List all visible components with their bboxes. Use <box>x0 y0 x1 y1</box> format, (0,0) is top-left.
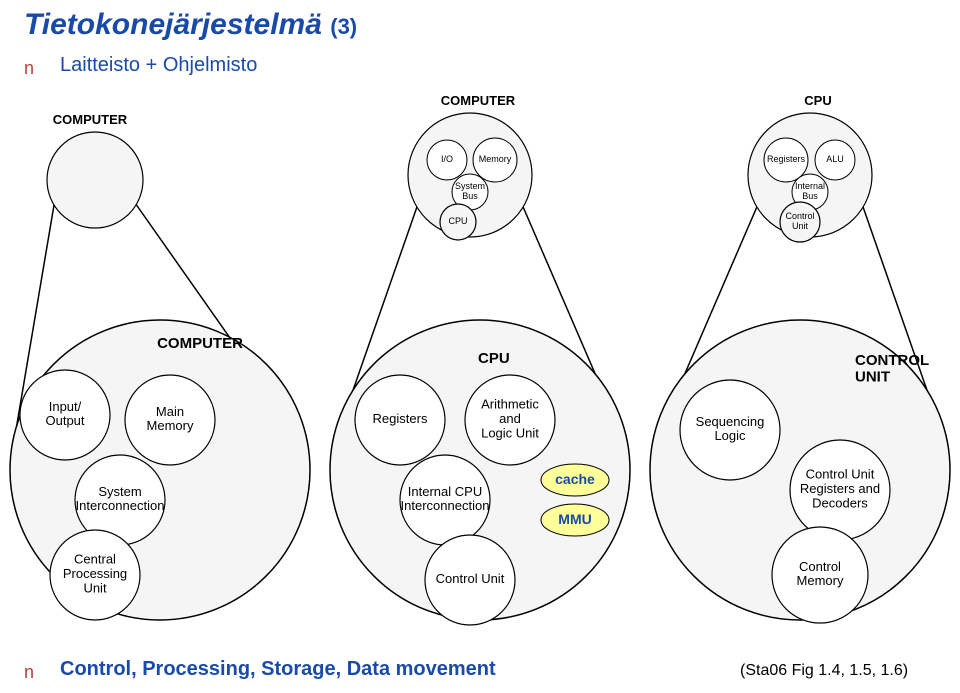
svg-text:COMPUTER: COMPUTER <box>441 93 516 108</box>
svg-text:Registers: Registers <box>373 411 428 426</box>
svg-text:MMU: MMU <box>558 511 591 527</box>
svg-text:Internal CPUInterconnection: Internal CPUInterconnection <box>401 484 490 513</box>
svg-text:CPU: CPU <box>804 93 831 108</box>
svg-text:COMPUTER: COMPUTER <box>157 335 243 352</box>
diagram-svg: COMPUTERCOMPUTERInput/OutputMainMemorySy… <box>0 0 960 693</box>
svg-text:ALU: ALU <box>826 154 844 164</box>
svg-text:I/O: I/O <box>441 154 453 164</box>
svg-text:Control Unit: Control Unit <box>436 571 505 586</box>
svg-text:Memory: Memory <box>479 154 512 164</box>
svg-text:CPU: CPU <box>478 350 510 367</box>
svg-text:ControlMemory: ControlMemory <box>797 559 844 588</box>
svg-text:Input/Output: Input/Output <box>45 399 84 428</box>
svg-text:cache: cache <box>555 471 595 487</box>
svg-text:COMPUTER: COMPUTER <box>53 112 128 127</box>
svg-text:Registers: Registers <box>767 154 806 164</box>
svg-text:CPU: CPU <box>448 216 467 226</box>
